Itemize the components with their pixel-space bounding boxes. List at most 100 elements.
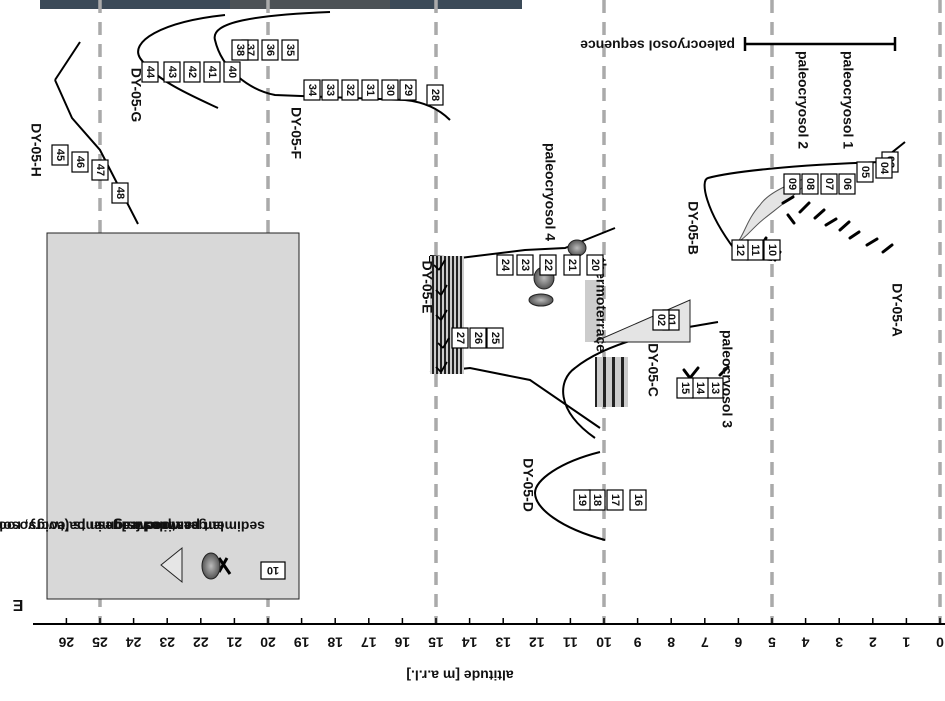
sample-box: 27 bbox=[451, 327, 469, 349]
sample-number: 13 bbox=[709, 382, 721, 394]
sample-box: 06 bbox=[838, 173, 856, 195]
photo-strip-mountain bbox=[230, 0, 390, 9]
outline-d bbox=[533, 451, 606, 541]
sample-box: 19 bbox=[573, 489, 591, 511]
axis-ticks: 26 25 24 23 22 21 20 19 18 17 16 15 14 13 12 11 10 9 8 7 6 5 4… bbox=[58, 618, 944, 650]
sample-number: 18 bbox=[591, 494, 603, 506]
legend-item-ice-wedge: ice wedges bbox=[97, 518, 172, 534]
sample-box: 05 bbox=[856, 161, 874, 183]
axis-tick-label: 0 bbox=[936, 634, 944, 650]
sample-box: 21 bbox=[563, 254, 581, 276]
sample-box-frame bbox=[203, 61, 221, 83]
outline-h-left bbox=[54, 41, 81, 81]
sample-number: 33 bbox=[324, 84, 336, 96]
sample-box: 07 bbox=[820, 173, 838, 195]
axis-tick-label: 22 bbox=[193, 634, 209, 650]
sample-number: 36 bbox=[264, 44, 276, 56]
section-label-g: DY-05-G bbox=[128, 68, 144, 123]
legend-sample-number: 10 bbox=[267, 564, 279, 576]
sample-number: 31 bbox=[364, 84, 376, 96]
sample-box-frame bbox=[91, 159, 109, 181]
sample-number: 29 bbox=[402, 84, 414, 96]
legend-peat-icon bbox=[201, 552, 221, 580]
sample-box-frame bbox=[573, 489, 591, 511]
sample-number: 04 bbox=[878, 162, 890, 175]
sample-box-frame bbox=[361, 79, 379, 101]
thermoterrace-label: thermoterrace bbox=[593, 258, 609, 352]
compass-letter: E bbox=[12, 596, 23, 613]
sample-box-frame bbox=[51, 144, 69, 166]
axis-tick-label: 17 bbox=[361, 634, 377, 650]
outline-f bbox=[213, 11, 451, 121]
sample-box-frame bbox=[838, 173, 856, 195]
paleocryosol-4-hatch bbox=[430, 256, 464, 374]
legend-item-sediment: sediment samples bbox=[143, 518, 265, 534]
sample-box: 32 bbox=[341, 79, 359, 101]
paleocryosol-1-label: paleocryosol 1 bbox=[840, 51, 856, 149]
sample-box-frame bbox=[71, 151, 89, 173]
sample-number: 42 bbox=[186, 66, 198, 78]
sample-box-frame bbox=[629, 489, 647, 511]
sample-number: 45 bbox=[54, 149, 66, 161]
sample-box: 18 bbox=[588, 489, 606, 511]
paleocryosol-4-roots bbox=[433, 259, 450, 373]
axis-tick-label: 10 bbox=[596, 634, 612, 650]
paleocryosol-2-label: paleocryosol 2 bbox=[795, 51, 811, 149]
sample-box-frame bbox=[563, 254, 581, 276]
sample-box-frame bbox=[801, 173, 819, 195]
sample-box-frame bbox=[486, 327, 504, 349]
axis-tick-label: 11 bbox=[563, 634, 578, 650]
sample-number: 25 bbox=[489, 332, 501, 344]
sample-box: 38 bbox=[231, 39, 249, 61]
sample-box: 13 bbox=[706, 377, 724, 399]
sample-box: 48 bbox=[111, 182, 129, 204]
sample-number: 15 bbox=[679, 382, 691, 394]
sample-box: 34 bbox=[303, 79, 321, 101]
sample-box: 09 bbox=[783, 173, 801, 195]
sample-box-frame bbox=[856, 161, 874, 183]
outline-b bbox=[703, 141, 906, 251]
sample-box: 11 bbox=[746, 239, 764, 261]
sample-box: 23 bbox=[516, 254, 534, 276]
legend-ice-wedge-icon bbox=[160, 546, 183, 584]
paleocryosol-4-label: paleocryosol 4 bbox=[542, 143, 558, 241]
sample-box-frame bbox=[676, 377, 694, 399]
axis-label: altitude [m a.r.l.] bbox=[406, 667, 513, 683]
sample-box: 25 bbox=[486, 327, 504, 349]
sample-number: 46 bbox=[74, 156, 86, 168]
sequence-label: paleocryosol sequence bbox=[580, 37, 735, 53]
sample-number: 16 bbox=[632, 494, 644, 506]
sample-number: 24 bbox=[499, 259, 511, 272]
axis-tick-label: 15 bbox=[428, 634, 444, 650]
sample-box: 47 bbox=[91, 159, 109, 181]
section-label-c: DY-05-C bbox=[645, 343, 661, 397]
sample-box: 26 bbox=[469, 327, 487, 349]
sample-number: 44 bbox=[144, 66, 156, 79]
section-label-h: DY-05-H bbox=[28, 123, 44, 177]
sample-box: 02 bbox=[652, 309, 670, 331]
sample-box-frame bbox=[341, 79, 359, 101]
sample-box-frame bbox=[783, 173, 801, 195]
sample-box-frame bbox=[496, 254, 514, 276]
legend-box bbox=[46, 232, 300, 600]
sample-box-frame bbox=[516, 254, 534, 276]
outline-e bbox=[429, 227, 616, 260]
sample-number: 27 bbox=[454, 332, 466, 344]
axis-tick-label: 13 bbox=[495, 634, 511, 650]
sequence-bracket-icon bbox=[743, 37, 897, 51]
sample-box: 35 bbox=[281, 39, 299, 61]
sample-number: 23 bbox=[519, 259, 531, 271]
sample-box: 31 bbox=[361, 79, 379, 101]
sample-box: 10 bbox=[763, 239, 781, 261]
sample-box-frame bbox=[321, 79, 339, 101]
sample-box: 08 bbox=[801, 173, 819, 195]
axis-tick-label: 2 bbox=[869, 634, 877, 650]
sample-number: 47 bbox=[94, 164, 106, 176]
sample-box: 17 bbox=[606, 489, 624, 511]
sample-box: 44 bbox=[141, 61, 159, 83]
sample-number: 35 bbox=[284, 44, 296, 56]
sample-number: 11 bbox=[749, 244, 761, 256]
sample-box-frame bbox=[381, 79, 399, 101]
